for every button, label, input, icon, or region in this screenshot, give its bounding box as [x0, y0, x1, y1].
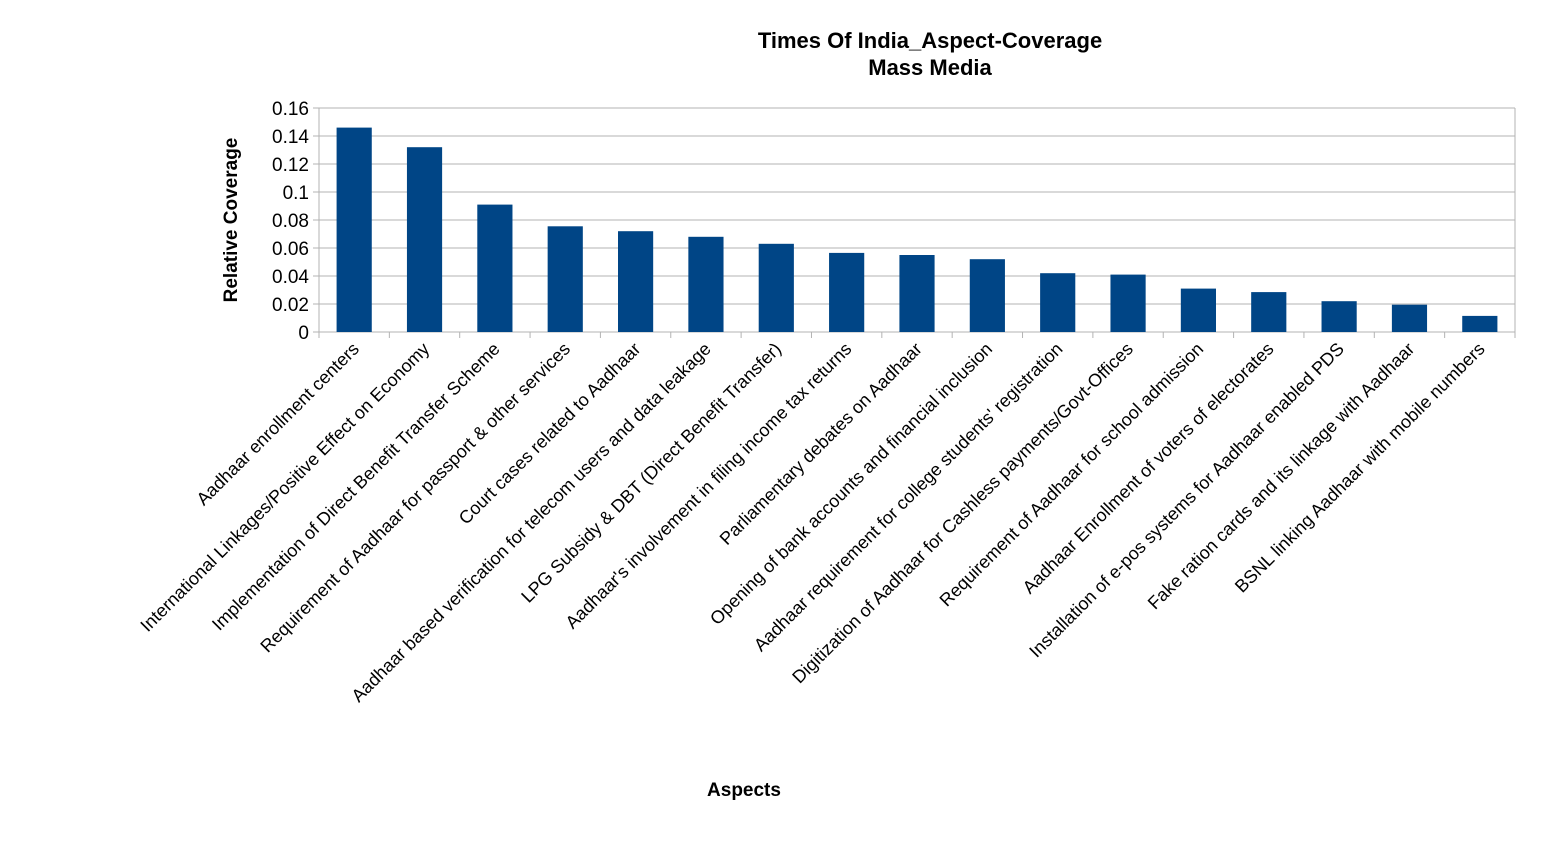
- x-tick-label: International Linkages/Positive Effect o…: [136, 339, 433, 636]
- x-tick-label: Aadhaar Enrollment of voters of electora…: [1019, 339, 1278, 598]
- bar: [829, 252, 865, 332]
- bar: [1391, 304, 1428, 332]
- bar: [688, 236, 724, 332]
- bar: [336, 127, 372, 332]
- chart-subtitle: Mass Media: [868, 55, 992, 80]
- bars: [336, 127, 1498, 332]
- bar: [1040, 273, 1076, 332]
- y-tick-label: 0.16: [272, 99, 309, 120]
- bar: [1251, 292, 1287, 332]
- bar: [477, 204, 513, 332]
- x-tick-label: LPG Subsidy & DBT (Direct Benefit Transf…: [517, 339, 785, 607]
- y-tick-label: 0.1: [283, 183, 309, 204]
- x-tick-label: Fake ration cards and its linkage with A…: [1144, 339, 1419, 614]
- bar: [1110, 274, 1146, 332]
- bar: [406, 147, 443, 332]
- bar: [1321, 301, 1357, 332]
- y-tick-label: 0.12: [272, 155, 309, 176]
- y-tick-label: 0.06: [272, 239, 309, 260]
- bar: [899, 255, 935, 332]
- bar: [547, 226, 583, 332]
- y-tick-label: 0.14: [272, 127, 309, 148]
- y-axis-title: Relative Coverage: [221, 138, 242, 303]
- x-axis-ticks: Aadhaar enrollment centersInternational …: [136, 332, 1516, 706]
- x-tick-label: Digitization of Aadhaar for Cashless pay…: [788, 339, 1137, 688]
- x-tick-label: BSNL linking Aadhaar with mobile numbers: [1231, 339, 1489, 597]
- bar: [969, 259, 1005, 332]
- y-axis-ticks: 0 0.02 0.04 0.06 0.08 0.1 0.12 0.14 0.16: [272, 99, 309, 344]
- bar: [758, 243, 794, 332]
- x-axis-title: Aspects: [707, 780, 781, 801]
- bar: [1462, 315, 1498, 332]
- bar: [1180, 288, 1216, 332]
- chart-title: Times Of India_Aspect-Coverage: [758, 28, 1102, 53]
- bar: [618, 231, 654, 332]
- y-tick-label: 0.02: [272, 295, 309, 316]
- axes: [318, 108, 1516, 332]
- x-tick-label: Requirement of Aadhaar for school admiss…: [936, 339, 1208, 611]
- y-tick-label: 0.08: [272, 211, 309, 232]
- y-tick-label: 0.04: [272, 267, 309, 288]
- y-tick-label: 0: [298, 323, 309, 344]
